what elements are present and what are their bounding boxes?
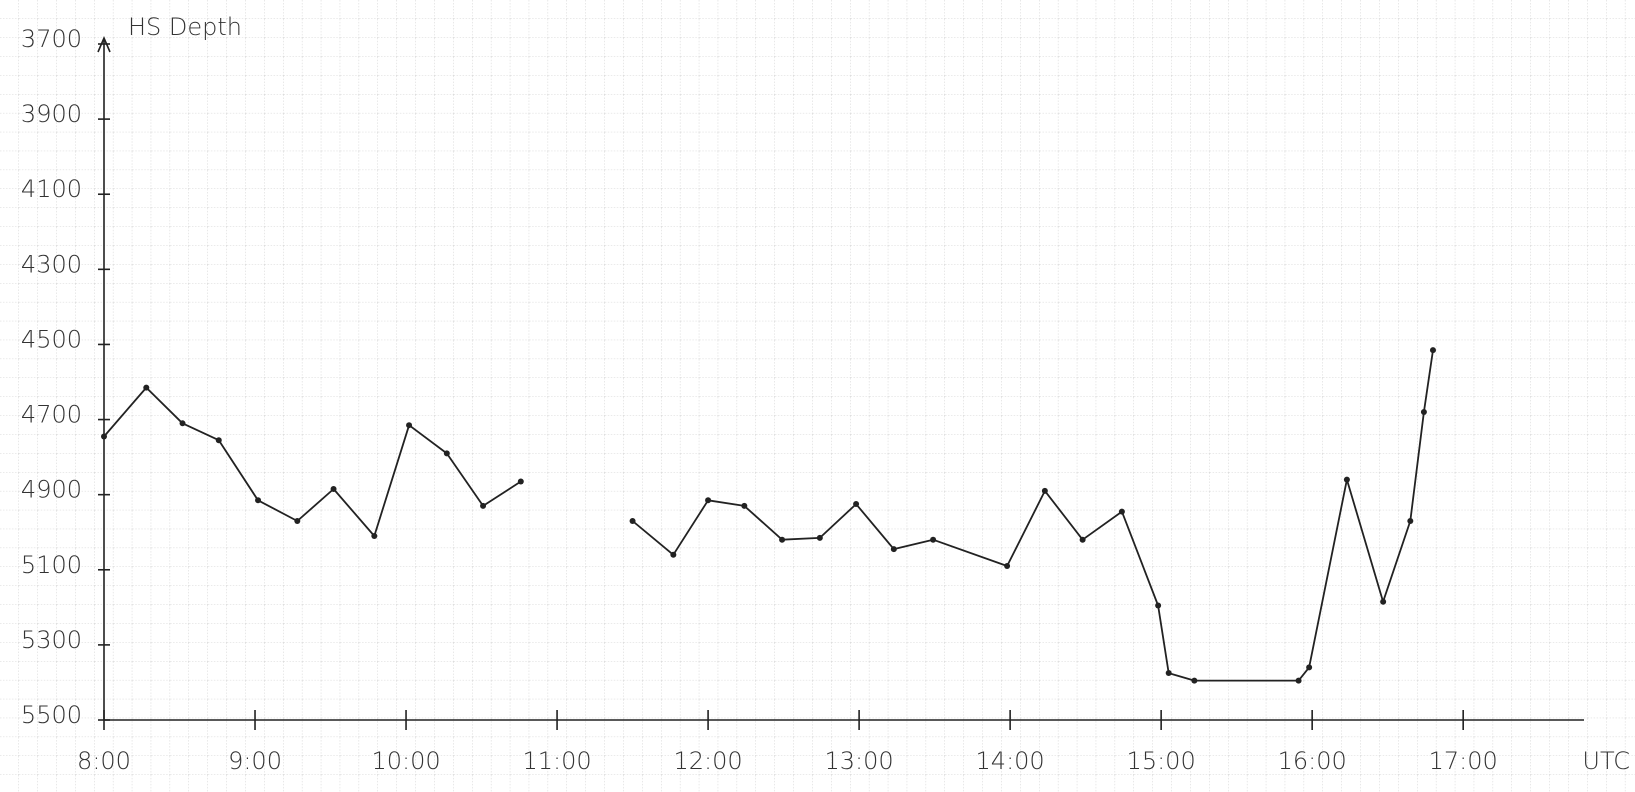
y-tick-label: 4300	[21, 250, 82, 278]
y-tick-label: 4900	[21, 476, 82, 504]
data-point	[480, 503, 486, 509]
data-point	[705, 497, 711, 503]
data-point	[255, 497, 261, 503]
data-point	[1119, 509, 1125, 515]
data-point	[853, 501, 859, 507]
data-point	[1080, 537, 1086, 543]
x-tick-label: 10:00	[371, 747, 440, 775]
data-point	[101, 433, 107, 439]
y-tick-label: 5300	[21, 626, 82, 654]
y-tick-label: 5100	[21, 551, 82, 579]
data-point	[1296, 678, 1302, 684]
page: {"chart_data": {"type": "line", "title":…	[0, 0, 1635, 792]
x-tick-label: 11:00	[522, 747, 591, 775]
data-point	[1380, 599, 1386, 605]
x-tick-label: 14:00	[976, 747, 1045, 775]
y-tick-label: 5500	[21, 701, 82, 729]
data-point	[1042, 488, 1048, 494]
data-point	[406, 422, 412, 428]
data-point	[1407, 518, 1413, 524]
x-tick-label: 9:00	[228, 747, 282, 775]
y-tick-label: 4100	[21, 175, 82, 203]
x-tick-label: 16:00	[1278, 747, 1347, 775]
x-tick-label: 15:00	[1127, 747, 1196, 775]
x-tick-label: 13:00	[825, 747, 894, 775]
data-point	[180, 420, 186, 426]
y-tick-label: 3900	[21, 100, 82, 128]
data-point	[670, 552, 676, 558]
y-tick-label: 3700	[21, 25, 82, 53]
data-point	[143, 385, 149, 391]
data-point	[1004, 563, 1010, 569]
data-point	[444, 450, 450, 456]
chart: HS Depth UTC 3700 3900 4100 4300 4500 4700 490…	[0, 0, 1635, 792]
data-point	[779, 537, 785, 543]
data-point	[1155, 602, 1161, 608]
data-point	[518, 479, 524, 485]
x-tick-label: 8:00	[77, 747, 131, 775]
chart-title: HS Depth	[128, 13, 242, 41]
data-point	[331, 486, 337, 492]
y-tick-label: 4700	[21, 401, 82, 429]
data-point	[817, 535, 823, 541]
x-axis-label: UTC	[1582, 747, 1630, 775]
data-point	[216, 437, 222, 443]
data-point	[1306, 664, 1312, 670]
data-point	[630, 518, 636, 524]
data-point	[1344, 477, 1350, 483]
data-point	[371, 533, 377, 539]
data-point	[1191, 678, 1197, 684]
x-tick-label: 17:00	[1429, 747, 1498, 775]
y-tick-label: 4500	[21, 325, 82, 353]
data-point	[1166, 670, 1172, 676]
data-point	[741, 503, 747, 509]
grid-paper	[0, 0, 1635, 792]
data-point	[891, 546, 897, 552]
data-point	[930, 537, 936, 543]
data-point	[1430, 347, 1436, 353]
data-point	[294, 518, 300, 524]
x-tick-label: 12:00	[673, 747, 742, 775]
data-point	[1421, 409, 1427, 415]
